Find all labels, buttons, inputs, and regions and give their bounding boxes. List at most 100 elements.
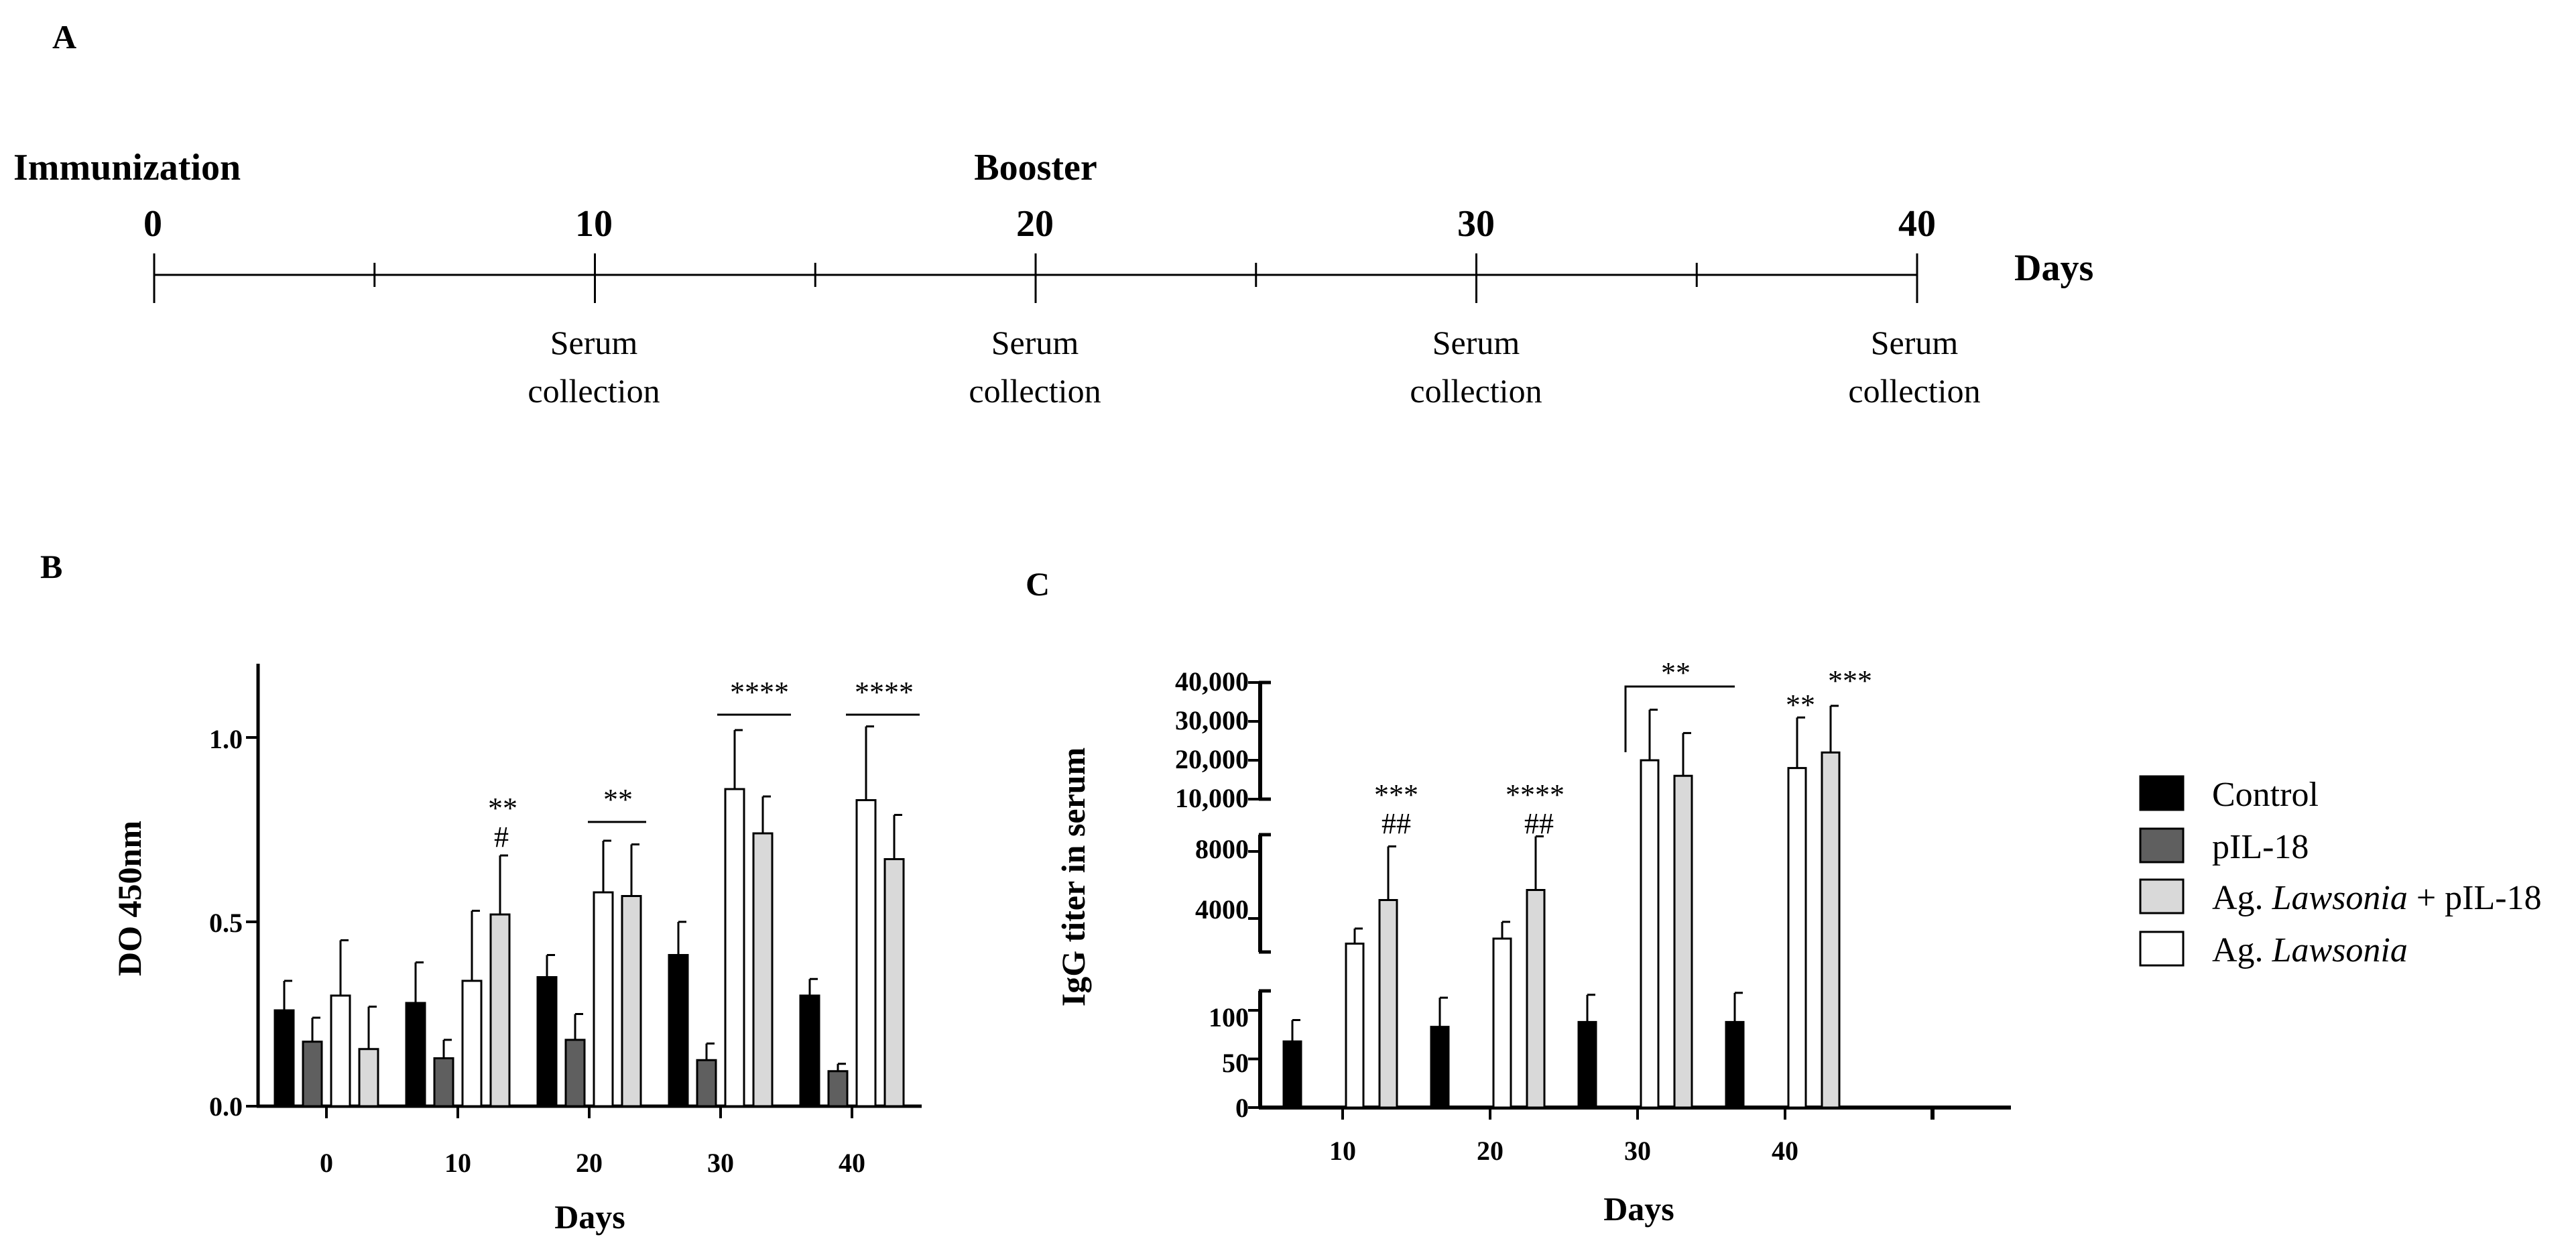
serum-note-line2: collection xyxy=(1410,372,1542,410)
chart-c-bar xyxy=(1430,1026,1450,1109)
chart-c-xlabel: Days xyxy=(1603,1190,1674,1228)
timeline-tick-label: 20 xyxy=(1016,203,1054,245)
legend-swatch-ag-pil18 xyxy=(2139,878,2185,914)
sig-label: **** xyxy=(1506,778,1565,811)
chart-c-bars xyxy=(1248,680,2011,1120)
y-tick-label: 1.0 xyxy=(209,724,243,754)
x-tick-label: 30 xyxy=(1624,1136,1651,1166)
chart-c-y-ticks: 0 50 100 4000 8000 10,000 20,000 30,000 … xyxy=(1175,666,1249,1123)
y-tick-label: 4000 xyxy=(1195,894,1249,925)
chart-b-bars xyxy=(246,664,922,1118)
legend-prefix: Ag. xyxy=(2212,931,2272,969)
sig-label: ** xyxy=(603,783,633,816)
serum-note-line1: Serum xyxy=(550,324,638,361)
y-tick-label: 0 xyxy=(1235,1093,1249,1123)
timeline-days-label: Days xyxy=(2014,247,2093,289)
chart-c-bar xyxy=(1526,889,1546,1109)
legend-label-ag-pil18: Ag. Lawsonia + pIL-18 xyxy=(2212,879,2542,917)
legend-swatch-ag xyxy=(2139,931,2185,967)
chart-b-bar xyxy=(461,979,483,1108)
chart-b-bar xyxy=(536,976,558,1108)
chart-c-x-ticks: 10 20 30 40 xyxy=(1329,1136,1798,1166)
chart-b-x-ticks: 0 10 20 30 40 xyxy=(320,1148,865,1178)
y-tick-label: 40,000 xyxy=(1175,666,1249,697)
x-tick-label: 0 xyxy=(320,1148,333,1178)
chart-c-bar xyxy=(1577,1020,1597,1109)
serum-note-line1: Serum xyxy=(991,324,1079,361)
legend-swatch-control xyxy=(2139,775,2185,811)
timeline-tick-label: 40 xyxy=(1898,203,1936,245)
chart-b-xlabel: Days xyxy=(554,1198,625,1236)
x-tick-label: 20 xyxy=(576,1148,603,1178)
legend-italic: Lawsonia xyxy=(2272,879,2408,917)
chart-c-bar xyxy=(1640,759,1660,1109)
y-tick-label: 0.0 xyxy=(209,1091,243,1122)
chart-c-sig-bracket xyxy=(1624,685,1735,752)
chart-b-bar xyxy=(358,1048,379,1108)
timeline: Immunization Booster 0 10 20 30 40 Days … xyxy=(13,147,2093,410)
sig-label-hash: ## xyxy=(1524,807,1554,840)
x-tick-label: 10 xyxy=(1329,1136,1356,1166)
y-tick-label: 30,000 xyxy=(1175,705,1249,735)
x-tick-label: 20 xyxy=(1477,1136,1504,1166)
chart-b-bar xyxy=(593,891,614,1108)
chart-b-bar xyxy=(724,788,745,1108)
chart-b-bar xyxy=(405,1002,426,1108)
chart-c-bar xyxy=(1821,751,1841,1109)
timeline-tick-label: 10 xyxy=(575,203,613,245)
chart-b-bar xyxy=(799,994,820,1108)
y-tick-label: 100 xyxy=(1209,1002,1249,1032)
sig-label: ** xyxy=(1661,656,1691,689)
chart-c: IgG titer in serum Days 0 50 100 4000 80… xyxy=(1054,656,2011,1228)
chart-c-bar xyxy=(1725,1020,1745,1109)
sig-label: **** xyxy=(730,676,789,709)
chart-b-bar xyxy=(855,799,877,1108)
chart-c-bar xyxy=(1345,943,1365,1109)
legend-label-ag: Ag. Lawsonia xyxy=(2212,931,2408,969)
chart-b: DO 450nm Days 0.0 0.5 1.0 0 10 20 30 40 … xyxy=(111,664,922,1236)
sig-label: ** xyxy=(1786,689,1815,721)
sig-label: **** xyxy=(855,676,914,709)
panel-label-c: C xyxy=(1026,565,1050,603)
sig-label: *** xyxy=(1374,778,1418,811)
sig-label-hash: # xyxy=(494,821,509,853)
legend-prefix: Ag. xyxy=(2212,879,2272,917)
chart-b-bar xyxy=(564,1038,586,1108)
legend: Control pIL-18 Ag. Lawsonia + pIL-18 Ag.… xyxy=(2139,775,2542,969)
x-tick-label: 10 xyxy=(444,1148,471,1178)
chart-b-bar xyxy=(273,1009,295,1108)
chart-c-bar xyxy=(1673,774,1693,1109)
chart-b-bar xyxy=(433,1057,454,1108)
chart-b-bar xyxy=(330,994,351,1108)
chart-b-bar xyxy=(302,1040,323,1108)
timeline-tick-marks xyxy=(153,253,1918,303)
chart-b-annotations: ** # ** **** **** xyxy=(488,676,914,853)
serum-note-line1: Serum xyxy=(1871,324,1959,361)
y-tick-label: 20,000 xyxy=(1175,744,1249,774)
y-tick-label: 8000 xyxy=(1195,834,1249,864)
chart-b-bar xyxy=(827,1070,849,1108)
y-tick-label: 0.5 xyxy=(209,908,243,938)
immunization-label: Immunization xyxy=(13,147,241,188)
legend-italic: Lawsonia xyxy=(2272,931,2408,969)
chart-c-ylabel: IgG titer in serum xyxy=(1054,748,1092,1007)
serum-note-line2: collection xyxy=(528,372,660,410)
chart-c-bar xyxy=(1492,937,1512,1109)
x-tick-label: 40 xyxy=(839,1148,865,1178)
y-tick-label: 50 xyxy=(1222,1048,1249,1078)
sig-label: *** xyxy=(1828,664,1872,697)
y-tick-label: 10,000 xyxy=(1175,783,1249,813)
chart-b-bar xyxy=(696,1059,717,1108)
chart-b-bar xyxy=(752,832,774,1108)
serum-collection-notes: Serum collection Serum collection Serum … xyxy=(528,324,1980,410)
serum-note-line2: collection xyxy=(1848,372,1980,410)
booster-label: Booster xyxy=(974,147,1097,188)
x-tick-label: 30 xyxy=(707,1148,734,1178)
chart-b-bar xyxy=(668,954,689,1108)
serum-note-line2: collection xyxy=(969,372,1101,410)
chart-c-annotations: *** ## **** ## ** ** *** xyxy=(1374,656,1872,840)
sig-label: ** xyxy=(488,792,517,825)
chart-b-bar xyxy=(883,858,905,1108)
chart-b-bar xyxy=(489,913,511,1108)
